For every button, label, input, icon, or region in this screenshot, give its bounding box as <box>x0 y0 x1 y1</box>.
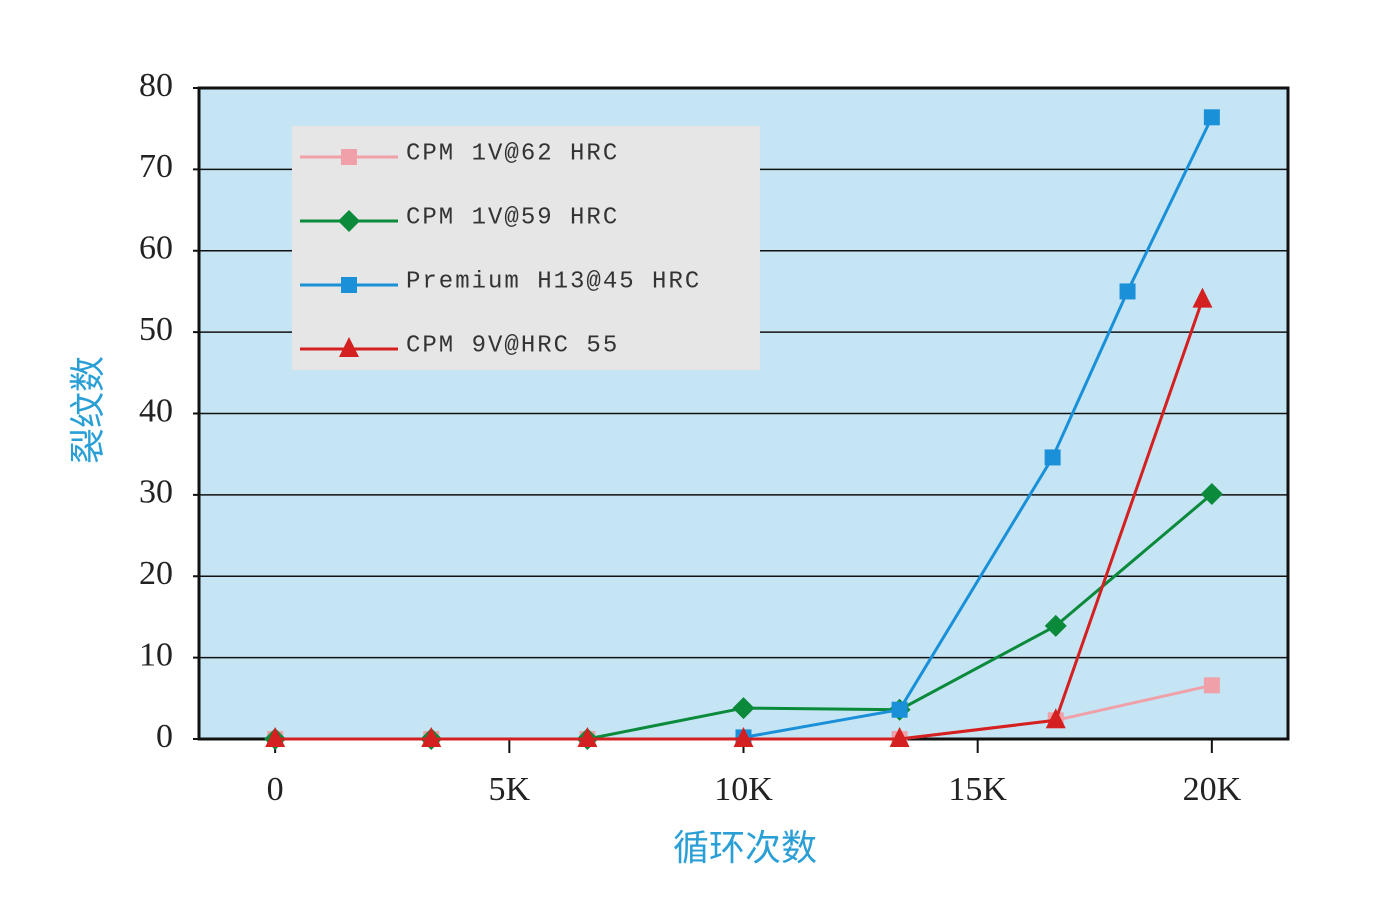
marker <box>889 727 910 747</box>
marker <box>1203 677 1220 694</box>
legend-marker <box>341 149 357 165</box>
y-tick-label: 0 <box>156 718 173 755</box>
x-axis-title: 循环次数 <box>673 828 817 869</box>
marker <box>1192 287 1213 308</box>
marker <box>1044 614 1067 637</box>
y-tick-label: 10 <box>139 636 173 673</box>
y-tick-label: 60 <box>139 230 173 267</box>
marker <box>732 697 755 720</box>
x-tick-label: 20K <box>1183 771 1242 808</box>
marker <box>733 727 754 747</box>
legend-label: CPM 9V@HRC 55 <box>406 332 619 359</box>
x-tick-label: 5K <box>489 771 531 808</box>
legend-box <box>292 126 760 370</box>
legend-marker <box>341 277 357 293</box>
x-tick-label: 15K <box>948 771 1007 808</box>
marker <box>421 727 442 747</box>
marker <box>1200 483 1223 506</box>
y-tick-label: 40 <box>139 392 173 429</box>
marker <box>1044 449 1061 466</box>
y-tick-label: 30 <box>139 474 173 511</box>
marker <box>577 727 598 747</box>
y-tick-label: 80 <box>139 67 173 104</box>
x-tick-label: 10K <box>714 771 773 808</box>
y-tick-label: 70 <box>139 148 173 185</box>
marker <box>1119 283 1136 300</box>
y-tick-label: 50 <box>139 311 173 348</box>
marker <box>1203 109 1220 126</box>
legend-label: CPM 1V@62 HRC <box>406 140 619 167</box>
y-axis-title: 裂纹数 <box>68 356 109 464</box>
legend-marker <box>339 337 359 357</box>
marker <box>265 727 286 747</box>
legend-label: CPM 1V@59 HRC <box>406 204 619 231</box>
legend-marker <box>338 210 360 232</box>
marker <box>891 701 908 718</box>
legend-label: Premium H13@45 HRC <box>406 268 701 295</box>
x-tick-label: 0 <box>267 771 284 808</box>
marker <box>1045 708 1066 729</box>
y-tick-label: 20 <box>139 555 173 592</box>
legend: CPM 1V@62 HRC CPM 1V@59 HRC Premium H13@45… <box>292 126 760 370</box>
